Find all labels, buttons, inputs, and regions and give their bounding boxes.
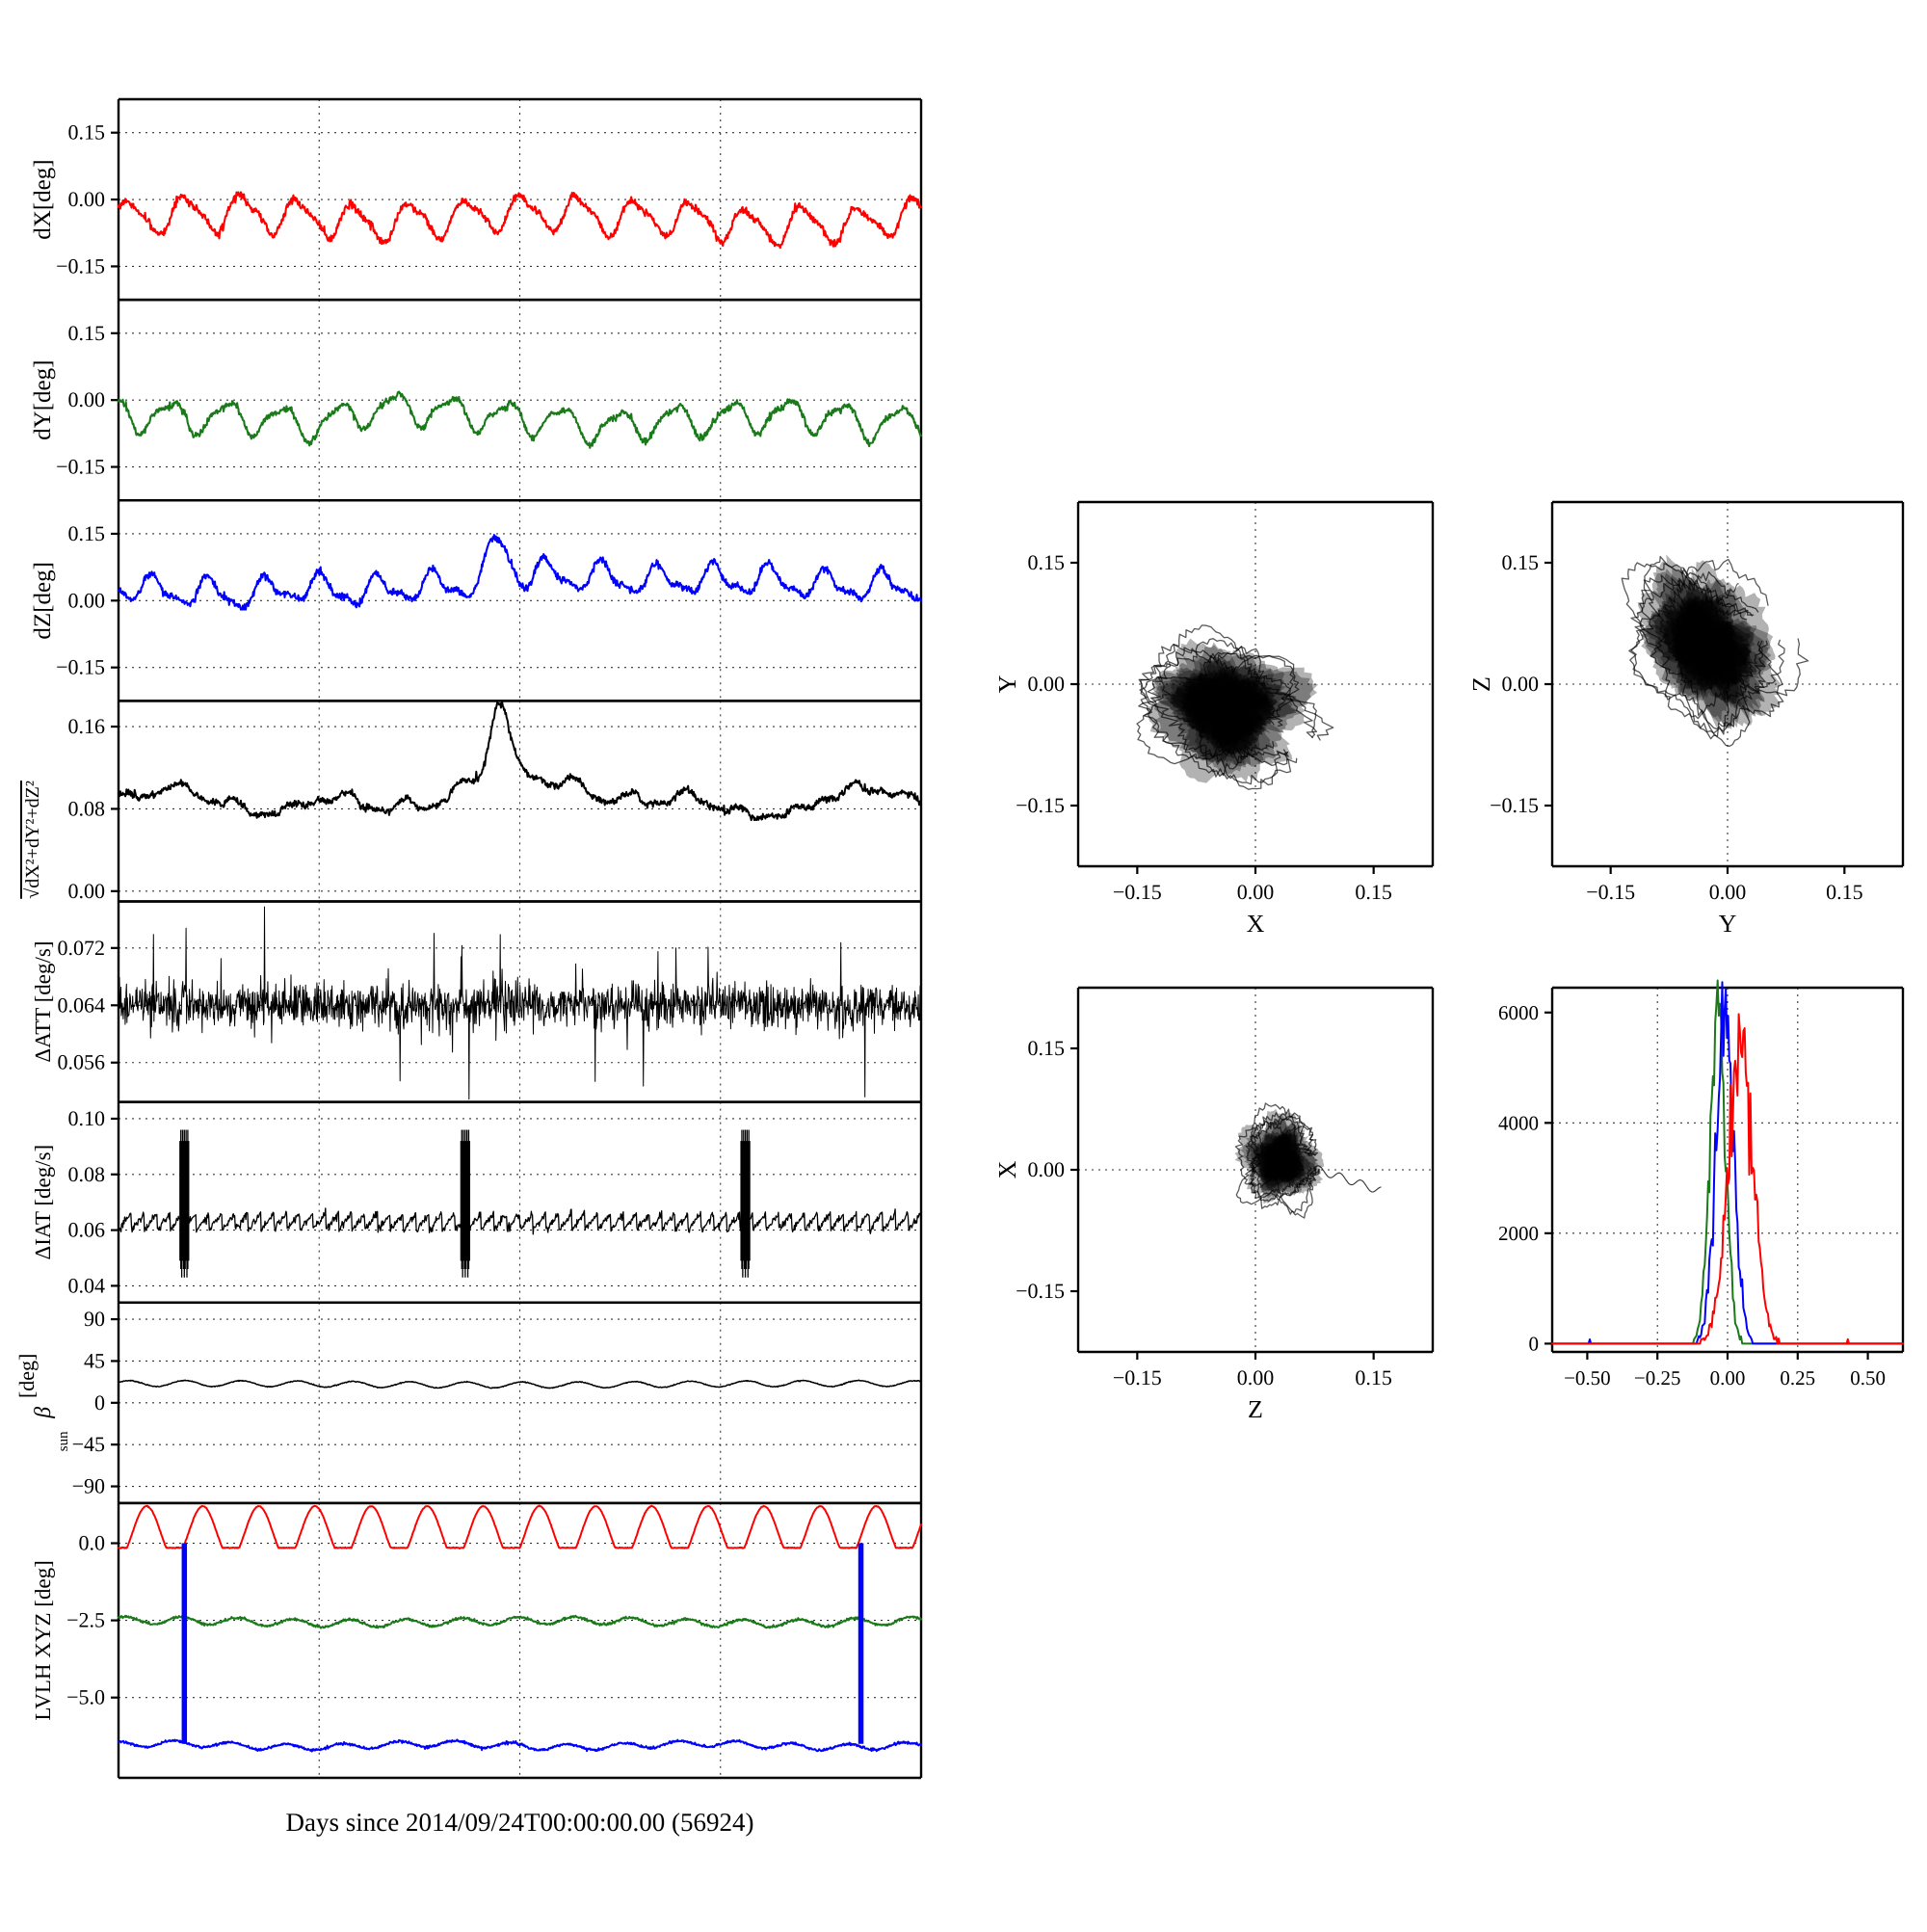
svg-text:−45: −45 [72, 1432, 105, 1456]
svg-text:[deg]: [deg] [14, 1354, 39, 1398]
svg-text:0.00: 0.00 [1502, 672, 1540, 696]
svg-text:−0.15: −0.15 [56, 253, 105, 278]
svg-text:0.0: 0.0 [79, 1531, 106, 1555]
svg-text:0.00: 0.00 [1028, 672, 1066, 696]
svg-text:0.00: 0.00 [1237, 1365, 1275, 1389]
svg-text:0.25: 0.25 [1780, 1366, 1815, 1389]
svg-text:Y: Y [1719, 910, 1737, 938]
svg-text:−0.15: −0.15 [1113, 1365, 1162, 1389]
svg-text:0.00: 0.00 [68, 588, 106, 612]
svg-text:0: 0 [94, 1390, 105, 1415]
svg-text:LVLH XYZ [deg]: LVLH XYZ [deg] [31, 1560, 55, 1721]
svg-text:0.00: 0.00 [68, 879, 106, 903]
svg-text:0.08: 0.08 [68, 1162, 106, 1186]
svg-text:dY[deg]: dY[deg] [30, 360, 56, 440]
svg-text:−0.50: −0.50 [1564, 1366, 1611, 1389]
svg-text:0.00: 0.00 [1237, 880, 1275, 904]
svg-text:0.15: 0.15 [68, 321, 106, 345]
svg-text:0.064: 0.064 [58, 992, 106, 1017]
svg-text:0.00: 0.00 [1028, 1157, 1066, 1181]
svg-text:−0.25: −0.25 [1634, 1366, 1681, 1389]
svg-text:6000: 6000 [1498, 1001, 1539, 1024]
svg-text:0.50: 0.50 [1850, 1366, 1886, 1389]
svg-text:−0.15: −0.15 [1586, 880, 1635, 904]
svg-text:0.15: 0.15 [68, 120, 106, 145]
svg-text:0.00: 0.00 [68, 187, 106, 211]
svg-text:0.15: 0.15 [1028, 550, 1066, 574]
svg-text:45: 45 [84, 1348, 105, 1372]
svg-text:Z: Z [1248, 1395, 1263, 1423]
svg-text:ΔATT [deg/s]: ΔATT [deg/s] [31, 940, 55, 1062]
svg-text:−0.15: −0.15 [56, 455, 105, 479]
svg-text:0.056: 0.056 [58, 1050, 106, 1074]
svg-text:Y: Y [993, 675, 1021, 693]
svg-text:90: 90 [84, 1307, 105, 1331]
svg-text:0.15: 0.15 [1826, 880, 1863, 904]
svg-text:β: β [31, 1407, 56, 1419]
svg-text:0.15: 0.15 [1028, 1036, 1066, 1060]
svg-text:4000: 4000 [1498, 1111, 1539, 1134]
svg-text:Z: Z [1467, 676, 1495, 692]
svg-text:−0.15: −0.15 [1113, 880, 1162, 904]
svg-text:dX[deg]: dX[deg] [30, 159, 56, 239]
svg-text:−0.15: −0.15 [56, 655, 105, 679]
svg-text:ΔIAT [deg/s]: ΔIAT [deg/s] [31, 1145, 55, 1260]
svg-text:−0.15: −0.15 [1016, 1279, 1065, 1303]
svg-text:−2.5: −2.5 [66, 1608, 105, 1632]
svg-text:2000: 2000 [1498, 1222, 1539, 1245]
svg-text:0.00: 0.00 [68, 387, 106, 411]
svg-text:0.10: 0.10 [68, 1106, 106, 1130]
svg-text:−90: −90 [72, 1474, 105, 1498]
svg-text:0.16: 0.16 [68, 714, 106, 738]
svg-text:0.072: 0.072 [58, 936, 106, 960]
svg-text:0.15: 0.15 [68, 521, 106, 545]
svg-text:sun: sun [56, 1431, 71, 1451]
svg-text:√dX²+dY²+dZ²: √dX²+dY²+dZ² [22, 781, 43, 899]
svg-text:dZ[deg]: dZ[deg] [30, 562, 56, 640]
svg-text:0.00: 0.00 [1709, 880, 1747, 904]
svg-text:X: X [1247, 910, 1265, 938]
svg-text:Days since 2014/09/24T00:00:00: Days since 2014/09/24T00:00:00.00 (56924… [286, 1808, 754, 1837]
svg-text:−0.15: −0.15 [1016, 793, 1065, 817]
svg-text:0.00: 0.00 [1710, 1366, 1746, 1389]
svg-text:0: 0 [1529, 1332, 1540, 1355]
svg-text:0.04: 0.04 [68, 1273, 106, 1297]
svg-text:0.15: 0.15 [1355, 1365, 1392, 1389]
svg-text:0.15: 0.15 [1502, 550, 1540, 574]
svg-text:0.06: 0.06 [68, 1218, 106, 1242]
svg-text:−0.15: −0.15 [1490, 793, 1539, 817]
svg-text:0.15: 0.15 [1355, 880, 1392, 904]
svg-text:0.08: 0.08 [68, 796, 106, 820]
svg-text:−5.0: −5.0 [66, 1685, 105, 1709]
svg-text:X: X [993, 1160, 1021, 1178]
